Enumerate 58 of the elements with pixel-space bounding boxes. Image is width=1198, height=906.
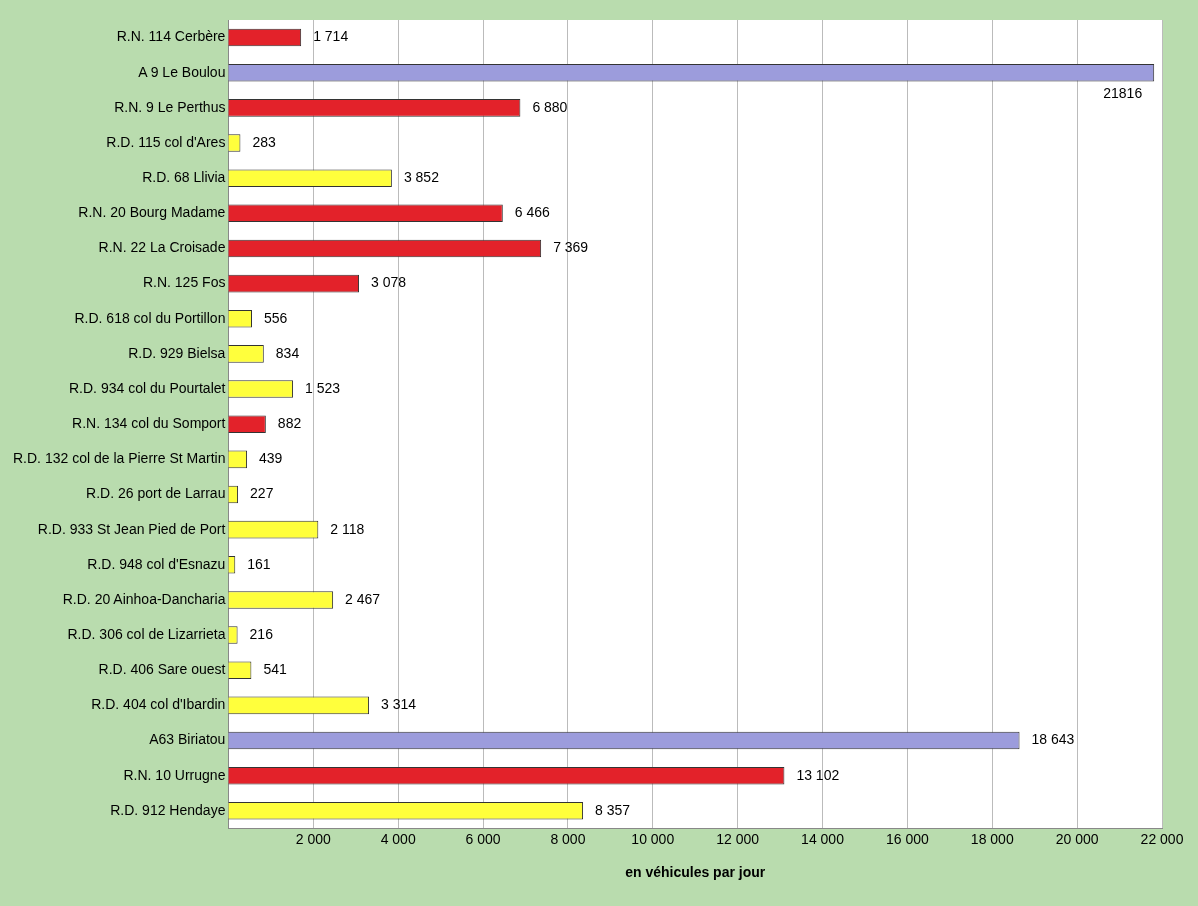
y-tick-label: R.D. 132 col de la Pierre St Martin	[13, 450, 226, 467]
y-tick-label: R.D. 934 col du Pourtalet	[69, 379, 226, 396]
y-tick-label: R.D. 306 col de Lizarrieta	[67, 625, 226, 642]
data-label: 8 357	[595, 801, 631, 818]
data-label: 541	[263, 661, 287, 678]
data-label: 1 714	[313, 28, 349, 45]
data-label: 13 102	[796, 766, 840, 783]
x-tick-label: 12 000	[716, 830, 760, 847]
y-tick-label: A63 Biriatou	[149, 731, 226, 748]
y-tick-label: R.D. 20 Ainhoa-Dancharia	[62, 590, 226, 607]
x-tick-label: 4 000	[380, 830, 416, 847]
y-tick-label: R.N. 20 Bourg Madame	[78, 204, 226, 221]
x-tick-label: 6 000	[465, 830, 501, 847]
y-tick-label: R.N. 114 Cerbère	[116, 28, 226, 45]
data-label: 283	[252, 133, 276, 150]
x-tick-label: 2 000	[295, 830, 332, 847]
data-label: 834	[275, 344, 300, 361]
data-label: 882	[277, 415, 302, 432]
data-label: 21816	[1103, 84, 1143, 101]
x-tick-label: 20 000	[1055, 830, 1099, 847]
y-tick-label: R.N. 134 col du Somport	[72, 415, 226, 432]
y-tick-label: R.D. 406 Sare ouest	[98, 661, 226, 678]
y-tick-label: R.D. 929 Bielsa	[128, 344, 226, 361]
data-label: 3 078	[371, 274, 407, 291]
data-label: 1 523	[305, 379, 341, 396]
x-axis-title: en véhicules par jour	[625, 864, 766, 881]
x-tick-label: 10 000	[631, 830, 675, 847]
data-label: 216	[249, 625, 274, 642]
data-label: 3 852	[403, 169, 440, 186]
data-label: 2 118	[330, 520, 365, 537]
y-tick-label: R.N. 22 La Croisade	[98, 239, 226, 256]
y-tick-label: R.D. 948 col d'Esnazu	[87, 555, 226, 572]
y-tick-label: R.N. 10 Urrugne	[123, 766, 226, 783]
y-tick-label: R.D. 115 col d'Ares	[106, 133, 226, 150]
y-tick-label: A 9 Le Boulou	[138, 63, 226, 80]
data-label: 161	[247, 555, 271, 572]
data-label: 7 369	[553, 239, 589, 256]
data-label: 3 314	[381, 696, 417, 713]
x-tick-label: 18 000	[970, 830, 1014, 847]
x-tick-label: 16 000	[885, 830, 930, 847]
x-tick-label: 14 000	[801, 830, 845, 847]
data-label: 6 880	[532, 98, 568, 115]
x-tick-label: 8 000	[550, 830, 586, 847]
data-label: 2 467	[345, 590, 381, 607]
x-tick-label: 22 000	[1140, 830, 1184, 847]
data-label: 18 643	[1031, 731, 1075, 748]
y-tick-label: R.N. 9 Le Perthus	[114, 98, 226, 115]
y-tick-label: R.D. 26 port de Larrau	[86, 485, 226, 502]
data-label: 227	[250, 485, 274, 502]
y-tick-label: R.D. 912 Hendaye	[110, 801, 226, 818]
data-label: 556	[264, 309, 288, 326]
y-tick-label: R.N. 125 Fos	[142, 274, 226, 291]
y-tick-label: R.D. 404 col d'Ibardin	[91, 696, 226, 713]
data-label: 439	[259, 450, 283, 467]
y-tick-label: R.D. 618 col du Portillon	[74, 309, 226, 326]
y-tick-label: R.D. 68 Llivia	[142, 169, 226, 186]
data-label: 6 466	[514, 204, 551, 221]
y-tick-label: R.D. 933 St Jean Pied de Port	[37, 520, 226, 537]
